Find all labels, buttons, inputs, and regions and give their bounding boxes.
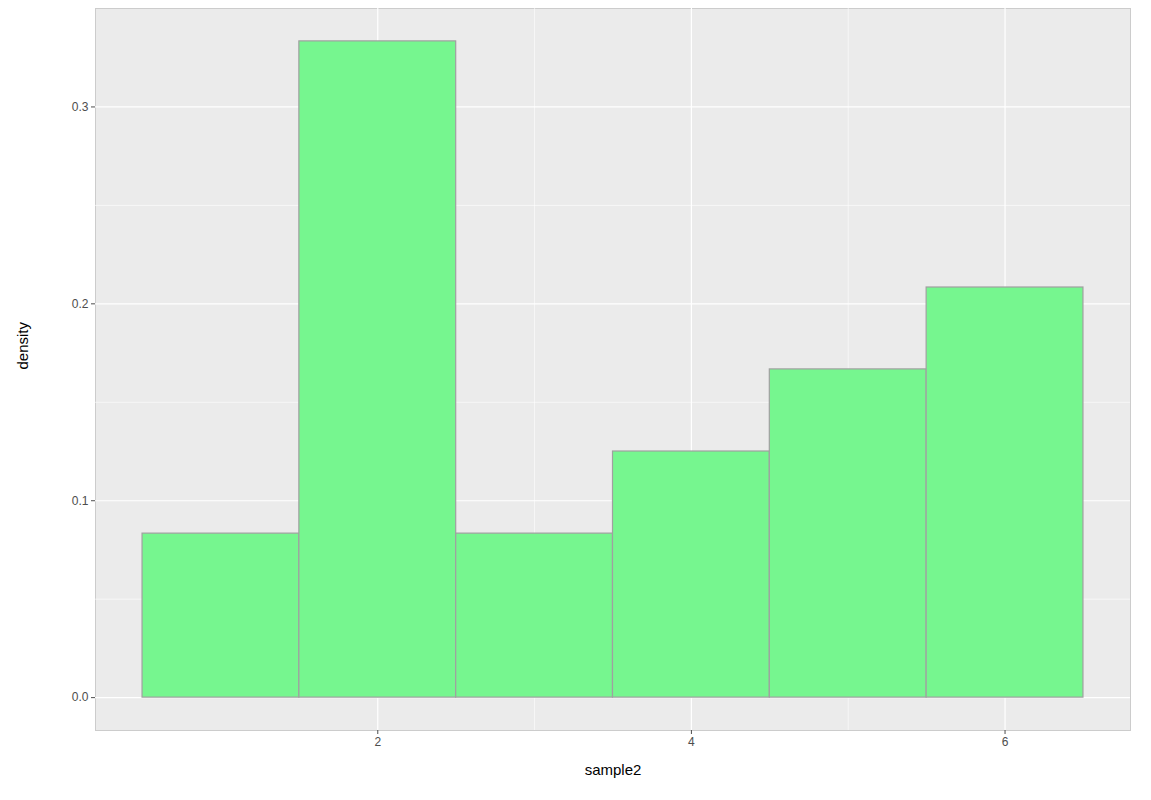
svg-text:0.2: 0.2: [72, 297, 89, 311]
svg-text:0.3: 0.3: [72, 100, 89, 114]
svg-text:6: 6: [1002, 735, 1009, 749]
svg-text:2: 2: [374, 735, 381, 749]
svg-text:0.1: 0.1: [72, 494, 89, 508]
svg-text:sample2: sample2: [585, 761, 642, 778]
svg-text:density: density: [14, 321, 31, 369]
svg-text:0.0: 0.0: [72, 690, 89, 704]
svg-text:4: 4: [688, 735, 695, 749]
